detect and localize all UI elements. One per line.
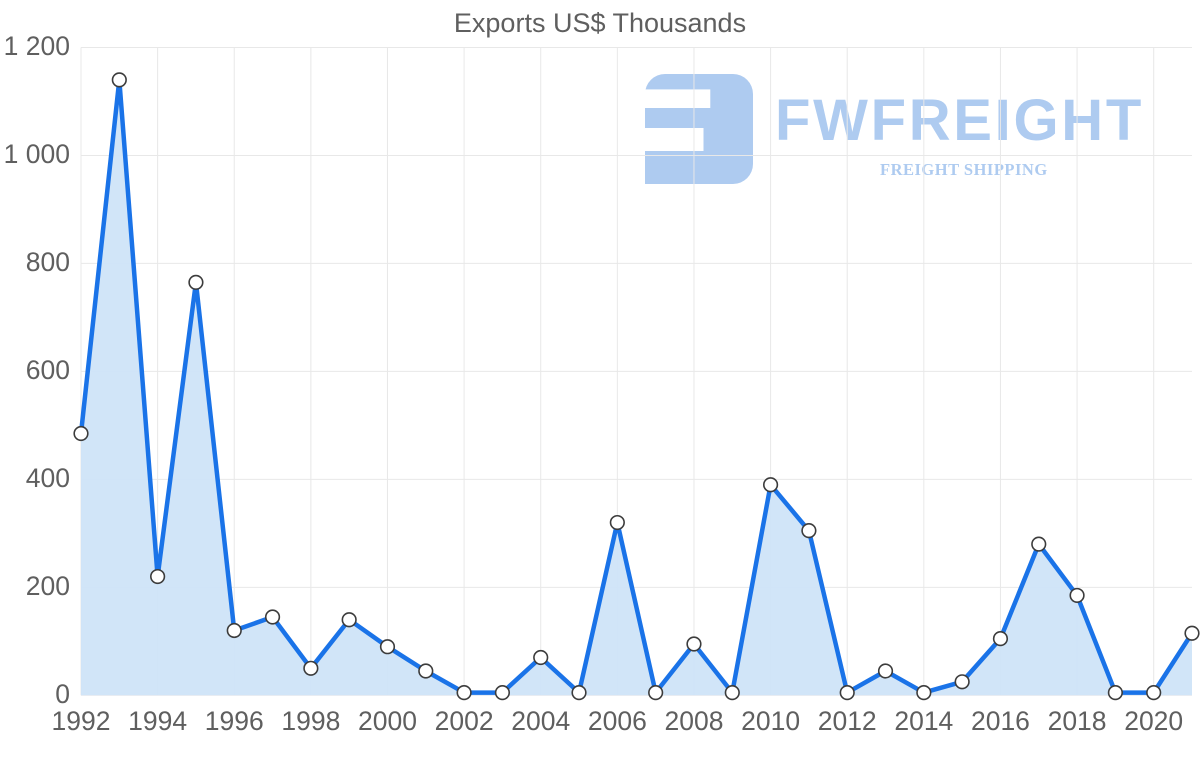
svg-text:FREIGHT SHIPPING: FREIGHT SHIPPING xyxy=(880,160,1048,179)
svg-text:FWFREIGHT: FWFREIGHT xyxy=(775,88,1144,153)
svg-text:2014: 2014 xyxy=(894,706,953,736)
svg-text:0: 0 xyxy=(55,679,70,709)
svg-text:1996: 1996 xyxy=(205,706,264,736)
svg-text:200: 200 xyxy=(26,571,70,601)
svg-text:1 000: 1 000 xyxy=(4,139,70,169)
svg-text:600: 600 xyxy=(26,355,70,385)
svg-text:2012: 2012 xyxy=(818,706,877,736)
svg-text:800: 800 xyxy=(26,247,70,277)
svg-text:2004: 2004 xyxy=(511,706,570,736)
svg-text:2020: 2020 xyxy=(1124,706,1183,736)
svg-text:2002: 2002 xyxy=(435,706,494,736)
svg-text:2000: 2000 xyxy=(358,706,417,736)
svg-text:1998: 1998 xyxy=(281,706,340,736)
svg-text:2010: 2010 xyxy=(741,706,800,736)
svg-text:400: 400 xyxy=(26,463,70,493)
svg-text:2006: 2006 xyxy=(588,706,647,736)
svg-text:2008: 2008 xyxy=(664,706,723,736)
svg-text:1994: 1994 xyxy=(128,706,187,736)
svg-text:2018: 2018 xyxy=(1048,706,1107,736)
svg-text:1992: 1992 xyxy=(52,706,111,736)
svg-text:2016: 2016 xyxy=(971,706,1030,736)
